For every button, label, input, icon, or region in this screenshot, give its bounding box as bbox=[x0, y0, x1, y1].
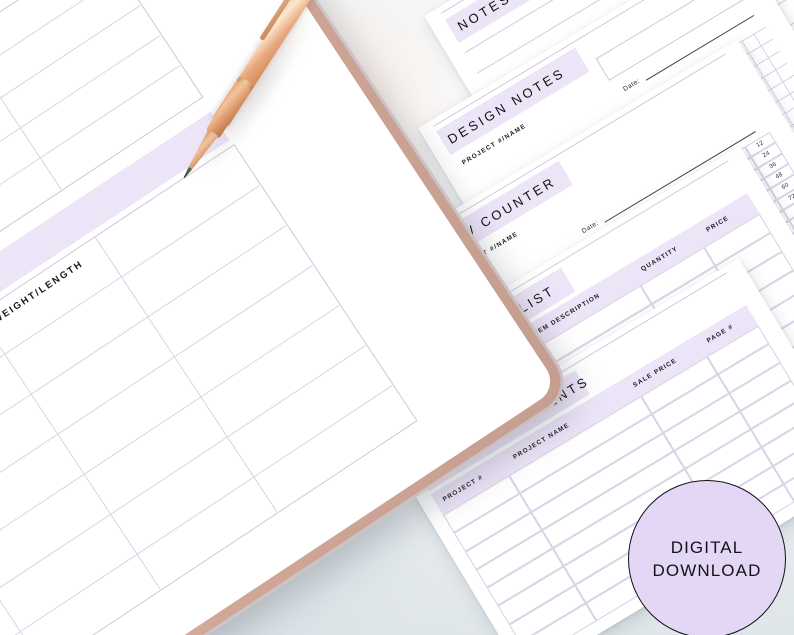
design-notes-date-label: Date: bbox=[622, 77, 642, 94]
pen-tip bbox=[182, 167, 192, 179]
badge-line-2: DOWNLOAD bbox=[652, 560, 762, 580]
digital-download-badge: DIGITAL DOWNLOAD bbox=[628, 480, 786, 635]
badge-line-1: DIGITAL bbox=[670, 537, 744, 557]
